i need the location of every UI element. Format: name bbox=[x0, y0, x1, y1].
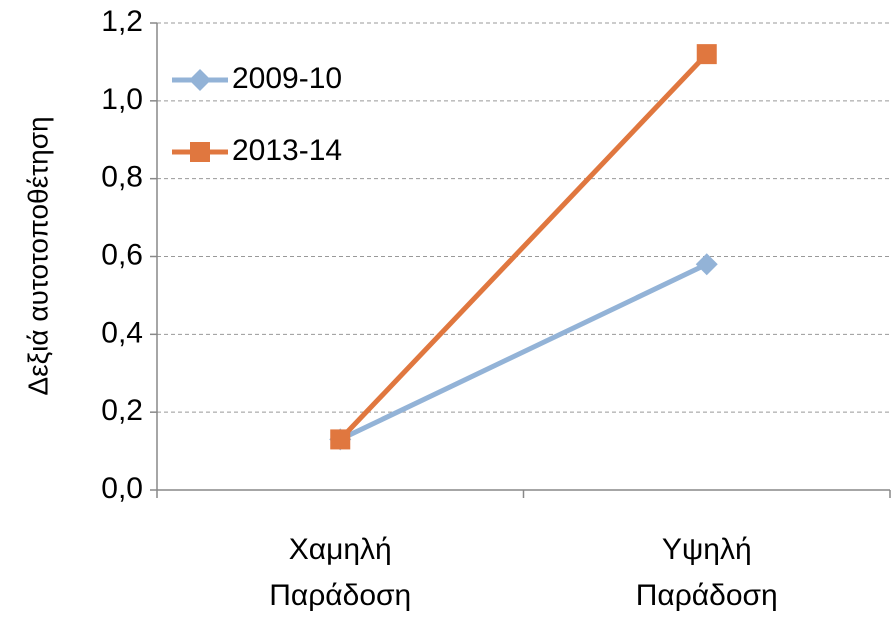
y-tick-label: 1,2 bbox=[101, 5, 143, 38]
y-tick-label: 0,8 bbox=[101, 161, 143, 194]
series-line bbox=[339, 262, 708, 442]
legend-marker bbox=[189, 69, 211, 91]
legend-label: 2009-10 bbox=[232, 62, 342, 95]
y-tick-label: 1,0 bbox=[101, 83, 143, 116]
legend-label: 2013-14 bbox=[232, 134, 342, 167]
x-tick-label: Χαμηλή Παράδοση bbox=[269, 533, 412, 612]
y-tick-label: 0,2 bbox=[101, 394, 143, 427]
y-tick-label: 0,0 bbox=[101, 472, 143, 505]
series-line bbox=[338, 52, 709, 442]
point bbox=[695, 253, 718, 276]
y-tick-label: 0,4 bbox=[101, 316, 143, 349]
x-tick-label: Υψηλή Παράδοση bbox=[635, 533, 778, 612]
legend-marker bbox=[190, 142, 210, 162]
y-tick-label: 0,6 bbox=[101, 238, 143, 271]
point bbox=[696, 44, 717, 65]
y-axis-label: Δεξιά αυτοτοποθέτηση bbox=[22, 116, 53, 395]
point bbox=[330, 429, 351, 450]
